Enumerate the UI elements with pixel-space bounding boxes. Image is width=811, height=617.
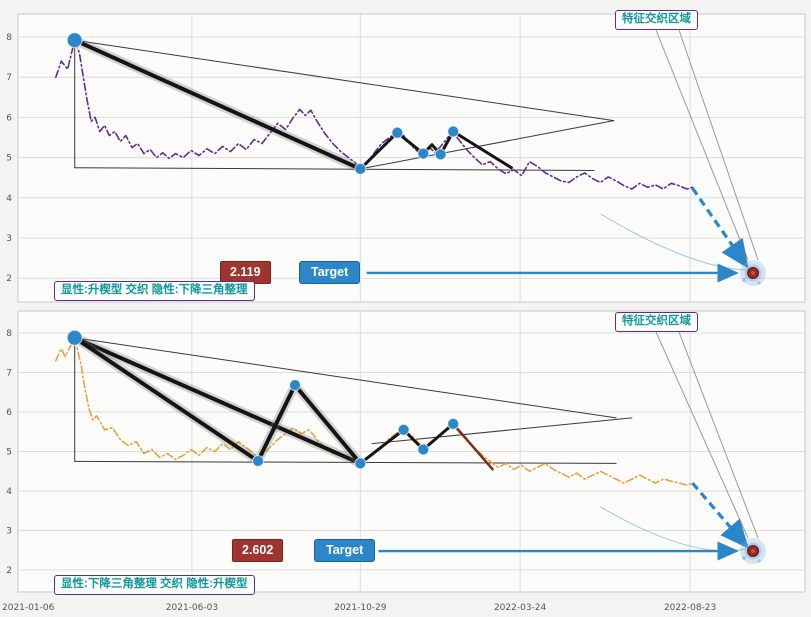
pivot-marker [434, 148, 447, 161]
pattern-label-bottom: 显性:下降三角整理 交织 隐性:升楔型 [54, 575, 255, 595]
pattern-trend-line [72, 335, 363, 466]
leader-line [678, 29, 759, 261]
projection-dashed-arrow [691, 187, 749, 269]
pivot-marker [289, 379, 302, 392]
target-badge-top: Target [299, 261, 361, 284]
y-tick-label: 8 [6, 329, 12, 339]
leader-line [655, 331, 749, 539]
pivot-marker [397, 423, 410, 436]
trend-line [359, 120, 615, 170]
trend-line [74, 460, 617, 464]
pivot-marker [354, 162, 367, 175]
pivot-marker [417, 147, 430, 160]
leader-line [655, 29, 749, 261]
y-tick-label: 5 [6, 448, 12, 458]
leader-line [678, 331, 759, 539]
feature-region-badge-top: 特征交织区域 [615, 10, 698, 30]
y-tick-label: 7 [6, 369, 12, 379]
y-tick-label: 5 [6, 154, 12, 164]
y-tick-label: 6 [6, 408, 12, 418]
x-tick-label: 2021-10-29 [334, 603, 387, 613]
pattern-trend-line [72, 38, 363, 171]
trend-line [74, 39, 615, 122]
y-tick-label: 2 [6, 566, 12, 576]
trend-line [74, 337, 617, 419]
pivot-marker [391, 126, 404, 139]
y-tick-label: 2 [6, 274, 12, 284]
trend-line [74, 167, 595, 171]
pivot-marker [66, 32, 83, 49]
feature-region-badge-bottom: 特征交织区域 [615, 312, 698, 332]
target-value-badge-top: 2.119 [220, 261, 271, 284]
pivot-marker [447, 417, 460, 430]
x-tick-label: 2021-06-03 [166, 603, 218, 613]
y-tick-label: 3 [6, 527, 12, 537]
x-tick-label: 2021-01-06 [2, 603, 55, 613]
pivot-marker [417, 443, 430, 456]
target-value-badge-bottom: 2.602 [232, 539, 284, 562]
pivot-marker [447, 125, 460, 138]
y-tick-label: 7 [6, 73, 12, 83]
x-tick-label: 2022-08-23 [664, 603, 716, 613]
pattern-zigzag-line [358, 422, 455, 465]
y-tick-label: 4 [6, 487, 12, 497]
pattern-trend-line [72, 335, 363, 466]
pivot-marker [252, 454, 265, 467]
y-tick-label: 6 [6, 113, 12, 123]
pivot-marker [66, 329, 83, 346]
y-tick-label: 3 [6, 234, 12, 244]
pivot-marker [354, 457, 367, 470]
pattern-label-top: 显性:升楔型 交织 隐性:下降三角整理 [54, 281, 255, 301]
target-badge-bottom: Target [314, 539, 376, 562]
price-line [54, 39, 694, 190]
x-tick-label: 2022-03-24 [494, 603, 547, 613]
y-tick-label: 4 [6, 194, 12, 204]
y-tick-label: 8 [6, 33, 12, 43]
pattern-red-line [451, 422, 494, 471]
projection-dashed-arrow [691, 482, 749, 549]
